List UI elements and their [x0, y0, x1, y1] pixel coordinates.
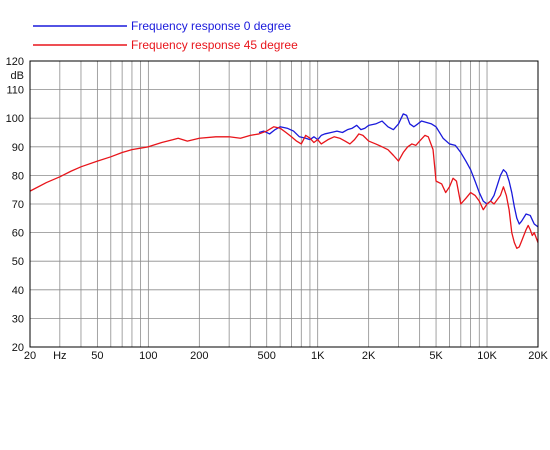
- legend-label-0-degree: Frequency response 0 degree: [131, 19, 291, 33]
- x-tick-label: 5K: [429, 350, 443, 362]
- y-tick-label: 100: [6, 113, 24, 125]
- x-tick-label: 20: [24, 350, 36, 362]
- y-axis-unit-label: dB: [11, 70, 24, 82]
- x-tick-label: 2K: [362, 350, 376, 362]
- legend: Frequency response 0 degree Frequency re…: [33, 19, 298, 52]
- series-line-45-degree: [29, 126, 539, 249]
- y-tick-label: 20: [12, 342, 24, 354]
- y-tick-label: 60: [12, 228, 24, 240]
- x-tick-label: Hz: [53, 350, 66, 362]
- plot-frame: [29, 60, 539, 348]
- y-tick-label: 30: [12, 313, 24, 325]
- x-tick-label: 200: [190, 350, 208, 362]
- y-tick-label: 120: [6, 56, 24, 68]
- x-tick-label: 1K: [311, 350, 325, 362]
- x-tick-label: 500: [258, 350, 276, 362]
- y-tick-label: 80: [12, 170, 24, 182]
- x-tick-label: 50: [91, 350, 103, 362]
- y-tick-labels: 20 30 40 50 60 70 80 90 100 110 120: [6, 56, 24, 354]
- x-tick-labels: 20 Hz 50 100 200 500 1K 2K 5K 10K 20K: [24, 350, 549, 362]
- x-tick-label: 10K: [477, 350, 497, 362]
- y-tick-label: 90: [12, 142, 24, 154]
- data-series: [29, 113, 539, 249]
- y-tick-label: 110: [6, 85, 24, 97]
- grid: [30, 61, 538, 347]
- series-line-0-degree: [258, 113, 539, 228]
- y-tick-label: 50: [12, 256, 24, 268]
- y-tick-label: 40: [12, 285, 24, 297]
- x-tick-label: 20K: [528, 350, 548, 362]
- y-tick-label: 70: [12, 199, 24, 211]
- x-tick-label: 100: [139, 350, 157, 362]
- legend-label-45-degree: Frequency response 45 degree: [131, 38, 298, 52]
